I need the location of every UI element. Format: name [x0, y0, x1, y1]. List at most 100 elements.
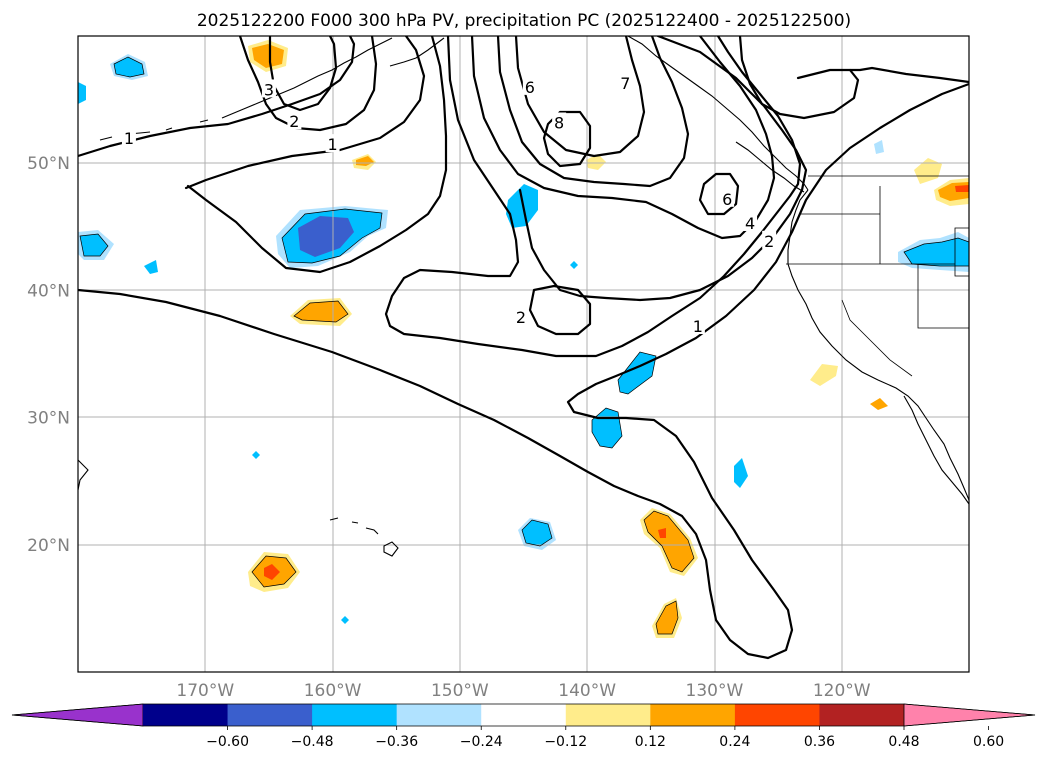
contour-label: 4	[745, 214, 755, 233]
precip-blob-pos	[870, 398, 888, 410]
pv-contour-2-closed	[528, 284, 592, 336]
precip-shading	[78, 40, 969, 638]
chart-title: 2025122200 F000 300 hPa PV, precipitatio…	[197, 11, 851, 31]
lon-tick-label: 140°W	[558, 681, 616, 701]
contour-label-bg	[121, 127, 136, 146]
lat-tick-label: 30°N	[27, 409, 70, 429]
colorbar-tick-label: 0.48	[888, 734, 919, 750]
pv-contour-8	[542, 110, 592, 168]
contour-label-bg	[743, 212, 758, 231]
pv-contour-1-northeast	[796, 66, 969, 84]
precip-outline	[617, 351, 657, 395]
contour-label-bg	[720, 188, 735, 207]
precip-blob-neg	[506, 184, 538, 228]
precip-blob-neg	[298, 216, 354, 257]
map-background	[78, 36, 969, 672]
pv-contour-1-main	[184, 36, 448, 274]
contour-label-bg	[325, 134, 340, 153]
longitude-labels: 170°W 160°W 150°W 140°W 130°W 120°W	[176, 681, 870, 701]
contour-label: 1	[327, 135, 337, 154]
precip-blob-pos	[294, 301, 348, 322]
contour-label: 2	[516, 308, 526, 327]
precip-outline	[591, 407, 623, 449]
precip-outline	[293, 300, 349, 323]
colorbar-tick-label: 0.12	[635, 734, 666, 750]
gridlines	[78, 36, 969, 672]
lon-tick-label: 160°W	[304, 681, 362, 701]
pv-contour-3-west	[268, 36, 338, 112]
colorbar-tick-label: −0.24	[460, 734, 503, 750]
latitude-labels: 50°N 40°N 30°N 20°N	[27, 154, 70, 556]
contour-label: 1	[693, 317, 703, 336]
precip-blob-neg	[522, 520, 552, 546]
contour-label: 8	[554, 113, 564, 132]
lon-tick-label: 120°W	[813, 681, 871, 701]
contour-label-bg	[762, 230, 777, 249]
pv-contour-1-south	[78, 82, 969, 660]
precip-outline	[643, 510, 695, 573]
contour-label-bg	[690, 316, 705, 335]
map-frame	[77, 35, 970, 673]
pv-contour-1-far-east	[738, 36, 860, 120]
colorbar-segment	[227, 704, 313, 726]
contour-label-bg	[261, 79, 276, 98]
lat-tick-label: 20°N	[27, 536, 70, 556]
pv-contour-7	[514, 36, 646, 158]
pv-contour-4	[470, 36, 776, 240]
colorbar-tick-label: 0.60	[973, 734, 1004, 750]
contour-label-bg	[513, 307, 528, 326]
precip-blob-pos	[644, 511, 694, 572]
precip-outline	[281, 208, 383, 264]
precip-outline	[903, 237, 969, 267]
contour-label: 2	[764, 232, 774, 251]
lon-tick-label: 170°W	[176, 681, 234, 701]
precip-blob-pos	[810, 364, 838, 386]
lon-tick-label: 150°W	[431, 681, 489, 701]
lat-tick-label: 40°N	[27, 281, 70, 301]
precip-blob-pos	[658, 528, 666, 538]
aleutian-islands	[99, 37, 393, 141]
colorbar-segment	[565, 704, 651, 726]
colorbar-tick-label: 0.36	[804, 734, 835, 750]
lat-tick-label: 50°N	[27, 154, 70, 174]
precip-blob-neg	[734, 458, 748, 488]
lon-tick-label: 130°W	[686, 681, 744, 701]
precip-blob-neg	[341, 616, 349, 624]
precip-outline	[521, 519, 553, 547]
colorbar-outline	[11, 703, 1036, 727]
precip-blob-neg	[874, 140, 884, 154]
colorbar-segment	[481, 704, 567, 726]
pv-contour-1-west	[78, 36, 356, 158]
colorbar-tick-label: −0.48	[291, 734, 334, 750]
colorbar-tick-label: −0.12	[544, 734, 587, 750]
precip-blob-pos	[656, 601, 678, 634]
baja-coast	[903, 395, 969, 505]
colorbar-segment	[143, 704, 229, 726]
precip-blob-neg	[252, 451, 260, 459]
far-west-coast	[78, 459, 89, 491]
colorbar-tick-label: 0.24	[719, 734, 750, 750]
pv-contour-6-east	[698, 172, 740, 216]
precip-blob-neg	[570, 261, 578, 269]
precip-blob-neg	[904, 238, 969, 266]
precip-blob-pos	[914, 158, 942, 184]
contour-label: 1	[124, 129, 134, 148]
precip-outline	[251, 555, 297, 588]
contour-label: 6	[722, 190, 732, 209]
colorbar-segment	[650, 704, 736, 726]
colorbar-tick-label: −0.36	[375, 734, 418, 750]
contour-label-bg	[552, 112, 567, 131]
political-borders	[786, 175, 969, 377]
precip-blob-neg	[80, 234, 108, 256]
precip-outline	[79, 233, 109, 257]
precip-blob-neg	[114, 57, 144, 77]
colorbar-extend-low	[11, 703, 144, 727]
contour-label: 7	[620, 74, 630, 93]
contour-label: 3	[264, 80, 274, 99]
colorbar-segment	[312, 704, 398, 726]
contour-label: 6	[525, 78, 535, 97]
pv-contour-1-central	[384, 36, 802, 358]
state-borders	[786, 186, 969, 377]
